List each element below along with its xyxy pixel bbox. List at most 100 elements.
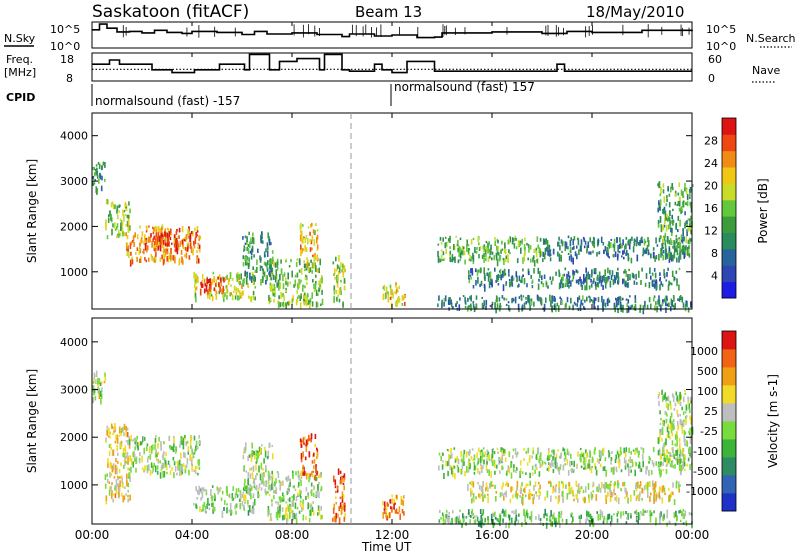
power-echo-cell <box>469 274 472 277</box>
velocity-echo-cell <box>318 508 321 515</box>
velocity-echo-cell <box>603 515 606 520</box>
velocity-echo-cell <box>474 515 476 519</box>
power-echo-cell <box>167 255 170 263</box>
velocity-echo-cell <box>144 465 146 471</box>
power-echo-cell <box>663 273 666 277</box>
power-echo-cell <box>676 204 679 207</box>
power-echo-cell <box>570 280 572 287</box>
velocity-echo-cell <box>394 502 396 505</box>
velocity-echo-cell <box>444 519 446 525</box>
velocity-echo-cell <box>613 482 616 489</box>
velocity-echo-cell <box>572 516 574 522</box>
power-echo-cell <box>629 295 631 298</box>
power-echo-cell <box>577 279 580 285</box>
power-echo-cell <box>545 239 547 245</box>
power-echo-cell <box>299 229 302 234</box>
velocity-echo-cell <box>169 446 171 450</box>
power-echo-cell <box>173 234 176 239</box>
power-echo-cell <box>278 286 280 291</box>
colorbar-tick-label: 20 <box>704 180 718 193</box>
velocity-echo-cell <box>486 461 488 465</box>
velocity-echo-cell <box>603 517 606 521</box>
velocity-echo-cell <box>555 453 558 459</box>
power-echo-cell <box>245 256 248 264</box>
power-echo-cell <box>665 217 667 221</box>
power-echo-cell <box>505 303 508 306</box>
velocity-echo-cell <box>617 510 619 514</box>
power-echo-cell <box>247 295 250 299</box>
power-echo-cell <box>472 285 475 289</box>
power-echo-cell <box>133 241 135 247</box>
power-echo-cell <box>398 285 401 290</box>
power-echo-cell <box>600 236 603 243</box>
power-echo-cell <box>440 254 443 258</box>
power-echo-cell <box>482 249 485 253</box>
velocity-echo-cell <box>660 428 662 436</box>
power-echo-cell <box>254 269 257 273</box>
power-echo-cell <box>686 224 689 227</box>
velocity-echo-cell <box>117 452 119 456</box>
velocity-echo-cell <box>153 462 155 467</box>
power-echo-cell <box>669 225 672 229</box>
velocity-echo-cell <box>383 501 386 507</box>
velocity-echo-cell <box>586 510 588 515</box>
power-echo-cell <box>588 251 590 255</box>
power-echo-cell <box>658 253 660 261</box>
power-echo-cell <box>303 293 305 300</box>
velocity-echo-cell <box>109 486 111 491</box>
power-echo-cell <box>208 279 210 284</box>
power-echo-cell <box>673 277 676 281</box>
power-echo-cell <box>598 251 601 255</box>
power-echo-cell <box>211 279 214 285</box>
velocity-echo-cell <box>296 506 299 510</box>
power-echo-cell <box>662 183 665 188</box>
power-echo-cell <box>165 242 167 247</box>
velocity-echo-cell <box>649 510 652 513</box>
velocity-echo-cell <box>626 491 628 498</box>
power-echo-cell <box>521 304 524 311</box>
velocity-echo-cell <box>317 484 319 490</box>
power-echo-cell <box>592 299 594 303</box>
velocity-echo-cell <box>661 431 664 435</box>
y-tick-label: 3000 <box>60 384 88 397</box>
velocity-echo-cell <box>662 395 664 402</box>
power-echo-cell <box>615 276 617 280</box>
power-echo-cell <box>188 235 190 239</box>
velocity-echo-cell <box>638 461 641 468</box>
power-echo-cell <box>529 245 532 250</box>
velocity-echo-cell <box>129 455 131 462</box>
power-echo-cell <box>569 250 572 254</box>
cpid-panel: normalsound (fast) -157 normalsound (fas… <box>91 80 535 108</box>
velocity-echo-cell <box>607 450 610 453</box>
freq-left-tick-top: 18 <box>60 53 74 66</box>
power-echo-cell <box>662 246 664 249</box>
beam-title: Beam 13 <box>355 3 422 21</box>
power-echo-cell <box>213 287 216 292</box>
power-echo-cell <box>582 236 585 240</box>
power-echo-cell <box>584 285 586 291</box>
power-echo-cell <box>578 295 581 301</box>
velocity-echo-cell <box>566 448 569 455</box>
velocity-echo-cell <box>107 462 109 468</box>
velocity-echo-cell <box>256 473 258 476</box>
power-echo-cell <box>668 257 671 263</box>
velocity-echo-cell <box>184 465 187 470</box>
velocity-echo-cell <box>502 466 504 470</box>
velocity-echo-cell <box>258 448 261 452</box>
velocity-echo-cell <box>438 519 441 523</box>
velocity-echo-cell <box>663 423 665 427</box>
power-echo-cell <box>201 273 204 279</box>
velocity-echo-cell <box>297 473 300 476</box>
power-echo-cell <box>634 303 637 308</box>
power-echo-cell <box>201 283 204 288</box>
velocity-echo-cell <box>484 451 486 455</box>
power-echo-cell <box>230 284 232 287</box>
power-echo-cell <box>237 288 239 293</box>
velocity-echo-cell <box>501 447 503 450</box>
power-echo-cell <box>155 252 157 257</box>
power-echo-cell <box>223 295 225 303</box>
velocity-echo-cell <box>477 467 479 474</box>
power-echo-cell <box>648 296 651 303</box>
velocity-echo-cell <box>332 517 334 522</box>
